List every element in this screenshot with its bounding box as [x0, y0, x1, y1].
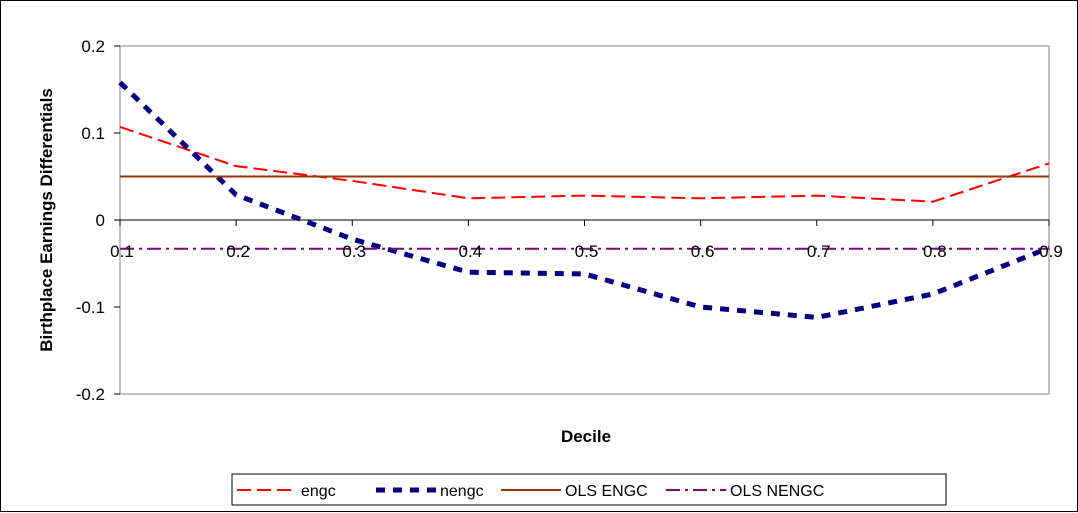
y-tick-label: 0.2: [81, 37, 105, 56]
legend-label: engc: [301, 483, 336, 500]
x-tick-labels: 0.1 0.2 0.3 0.4 0.5 0.6 0.7 0.8 0.9: [110, 242, 1063, 261]
series-line-engc: [119, 125, 1050, 203]
y-tick-label: -0.2: [76, 385, 105, 404]
legend: engc nengc OLS ENGC OLS NENGC: [231, 473, 947, 506]
x-tick-label: 0.8: [923, 242, 947, 261]
x-tick-label: 0.5: [575, 242, 599, 261]
y-axis-title: Birthplace Earnings Differentials: [37, 88, 56, 352]
y-tick-label: 0.1: [81, 124, 105, 143]
y-tick-label: 0: [96, 211, 105, 230]
legend-label: OLS NENGC: [730, 483, 824, 500]
legend-label: nengc: [440, 483, 484, 500]
x-tick-label: 0.9: [1039, 242, 1063, 261]
x-axis-title: Decile: [561, 427, 611, 446]
y-axis: 0.2 0.1 0 -0.1 -0.2: [76, 37, 120, 404]
x-tick-label: 0.4: [459, 242, 483, 261]
legend-label: OLS ENGC: [565, 483, 648, 500]
series-line-nengc: [118, 80, 1050, 320]
x-tick-label: 0.6: [691, 242, 715, 261]
x-tick-label: 0.3: [342, 242, 366, 261]
x-axis: [119, 219, 1050, 226]
y-tick-label: -0.1: [76, 298, 105, 317]
x-tick-label: 0.2: [226, 242, 250, 261]
legend-box: [231, 473, 947, 506]
x-tick-label: 0.7: [807, 242, 831, 261]
x-tick-label: 0.1: [110, 242, 134, 261]
series-layer: [118, 80, 1050, 320]
